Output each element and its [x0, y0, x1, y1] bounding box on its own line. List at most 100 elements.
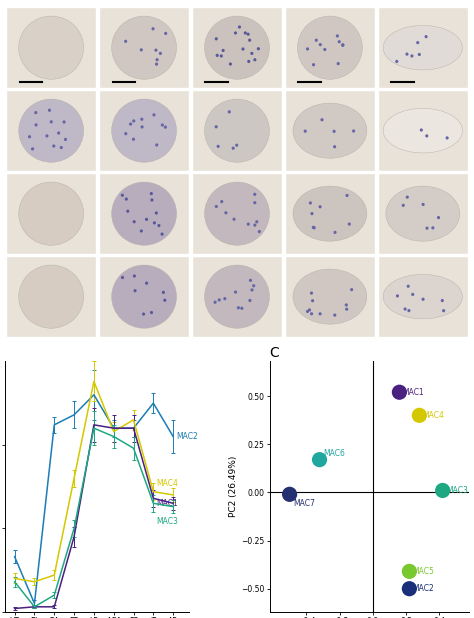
- Ellipse shape: [407, 309, 410, 312]
- Ellipse shape: [224, 211, 228, 214]
- Point: [416, 410, 423, 420]
- Text: MAC4: MAC4: [156, 479, 178, 488]
- Ellipse shape: [312, 226, 315, 229]
- Ellipse shape: [150, 192, 153, 195]
- Ellipse shape: [35, 123, 37, 127]
- Ellipse shape: [319, 312, 322, 315]
- Ellipse shape: [333, 130, 336, 133]
- Ellipse shape: [19, 265, 83, 328]
- Ellipse shape: [223, 297, 227, 300]
- Ellipse shape: [446, 137, 449, 140]
- Point: [406, 567, 413, 577]
- Ellipse shape: [129, 122, 132, 125]
- FancyBboxPatch shape: [378, 256, 468, 337]
- Ellipse shape: [383, 25, 463, 70]
- Ellipse shape: [306, 310, 309, 313]
- Point: [396, 387, 403, 397]
- FancyBboxPatch shape: [99, 90, 189, 171]
- Ellipse shape: [153, 221, 156, 224]
- FancyBboxPatch shape: [192, 173, 282, 254]
- FancyBboxPatch shape: [192, 256, 282, 337]
- Ellipse shape: [293, 103, 367, 158]
- FancyBboxPatch shape: [285, 90, 375, 171]
- Ellipse shape: [155, 49, 157, 52]
- Ellipse shape: [405, 53, 409, 56]
- Ellipse shape: [241, 48, 245, 51]
- Ellipse shape: [140, 48, 143, 51]
- Text: MAC2: MAC2: [176, 432, 198, 441]
- Text: MAC4: MAC4: [423, 411, 445, 420]
- Ellipse shape: [401, 204, 405, 207]
- Ellipse shape: [421, 298, 425, 301]
- Text: MAC3: MAC3: [156, 517, 178, 526]
- Y-axis label: PC2 (26.49%): PC2 (26.49%): [229, 456, 238, 517]
- Ellipse shape: [132, 138, 135, 141]
- Ellipse shape: [161, 232, 164, 235]
- Text: MAC7: MAC7: [293, 499, 315, 509]
- Ellipse shape: [383, 108, 463, 153]
- Ellipse shape: [133, 220, 136, 223]
- Ellipse shape: [255, 220, 258, 223]
- Ellipse shape: [252, 284, 255, 287]
- Ellipse shape: [337, 40, 341, 43]
- Ellipse shape: [140, 229, 143, 232]
- Text: MAC3: MAC3: [446, 486, 468, 495]
- Ellipse shape: [205, 182, 269, 245]
- Ellipse shape: [345, 308, 348, 311]
- Ellipse shape: [237, 306, 240, 310]
- Ellipse shape: [425, 35, 428, 38]
- Ellipse shape: [57, 132, 60, 135]
- Ellipse shape: [155, 58, 159, 61]
- Ellipse shape: [215, 37, 218, 40]
- Ellipse shape: [218, 298, 221, 302]
- FancyBboxPatch shape: [378, 90, 468, 171]
- FancyBboxPatch shape: [6, 90, 96, 171]
- Ellipse shape: [407, 285, 410, 288]
- Ellipse shape: [249, 279, 252, 282]
- FancyBboxPatch shape: [99, 256, 189, 337]
- Ellipse shape: [216, 54, 219, 57]
- Ellipse shape: [240, 307, 243, 310]
- FancyBboxPatch shape: [192, 90, 282, 171]
- Ellipse shape: [403, 307, 407, 311]
- Ellipse shape: [121, 276, 124, 279]
- Ellipse shape: [248, 299, 252, 302]
- Ellipse shape: [253, 224, 256, 227]
- Ellipse shape: [164, 32, 167, 35]
- Ellipse shape: [337, 62, 340, 66]
- Ellipse shape: [386, 186, 460, 241]
- Text: MAC1: MAC1: [403, 387, 425, 397]
- Ellipse shape: [345, 303, 348, 307]
- Ellipse shape: [319, 205, 322, 208]
- Ellipse shape: [257, 47, 260, 50]
- Ellipse shape: [124, 40, 127, 43]
- Ellipse shape: [306, 48, 309, 51]
- Ellipse shape: [310, 212, 313, 215]
- Ellipse shape: [442, 309, 445, 312]
- FancyBboxPatch shape: [285, 256, 375, 337]
- Ellipse shape: [341, 43, 345, 46]
- Ellipse shape: [48, 109, 51, 112]
- Ellipse shape: [333, 145, 336, 148]
- Ellipse shape: [52, 145, 55, 148]
- Ellipse shape: [112, 99, 176, 163]
- Ellipse shape: [159, 52, 162, 55]
- Point: [439, 486, 447, 496]
- FancyBboxPatch shape: [192, 7, 282, 88]
- Ellipse shape: [336, 35, 339, 38]
- Ellipse shape: [19, 182, 83, 245]
- Ellipse shape: [437, 216, 440, 219]
- Ellipse shape: [246, 222, 250, 226]
- Ellipse shape: [410, 54, 413, 57]
- Ellipse shape: [134, 289, 137, 292]
- Ellipse shape: [112, 182, 176, 245]
- Ellipse shape: [140, 125, 144, 129]
- Ellipse shape: [431, 226, 435, 229]
- Ellipse shape: [320, 118, 324, 121]
- Ellipse shape: [228, 110, 231, 114]
- Ellipse shape: [205, 16, 269, 79]
- Ellipse shape: [19, 16, 83, 79]
- Ellipse shape: [125, 197, 128, 201]
- Point: [316, 455, 323, 465]
- Ellipse shape: [247, 60, 250, 63]
